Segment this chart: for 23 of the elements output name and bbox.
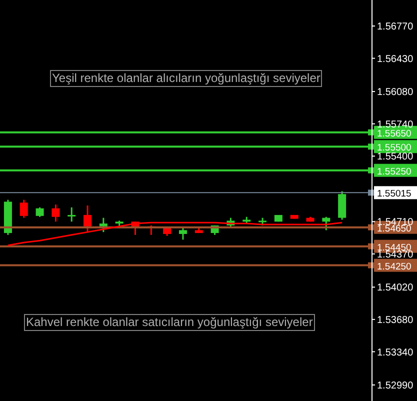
y-tick-label: 1.54020 xyxy=(377,282,414,294)
ref-line-label: 1.54250 xyxy=(377,261,412,272)
candlestick xyxy=(322,216,330,231)
candlestick xyxy=(36,206,44,218)
y-tick-label: 1.55400 xyxy=(377,152,414,163)
y-tick-label: 1.53340 xyxy=(377,347,414,358)
candlestick xyxy=(52,204,60,222)
y-tick-label: 1.56770 xyxy=(377,22,414,33)
y-tick-label: 1.53680 xyxy=(377,314,414,326)
ref-line-label: 1.55650 xyxy=(377,128,412,140)
candlestick xyxy=(20,199,28,219)
y-tick-label: 1.56080 xyxy=(377,87,414,98)
candlestick xyxy=(338,190,346,220)
annotation: Kahvel renkte olanlar satıcıların yoğunlaştığı seviyeler xyxy=(24,314,315,331)
candlestick xyxy=(68,206,76,222)
y-tick-label: 1.56430 xyxy=(377,54,414,65)
annotation: Yeşil renkte olanlar alıcıların yoğunlaştığı seviyeler xyxy=(50,70,322,87)
ref-line-label: 1.55500 xyxy=(377,142,412,154)
ref-line-label: 1.55250 xyxy=(377,166,412,178)
ref-line-label: 1.55015 xyxy=(377,188,412,200)
candlestick xyxy=(99,217,108,233)
y-tick-label: 1.52990 xyxy=(377,380,414,392)
candlestick xyxy=(178,226,187,240)
